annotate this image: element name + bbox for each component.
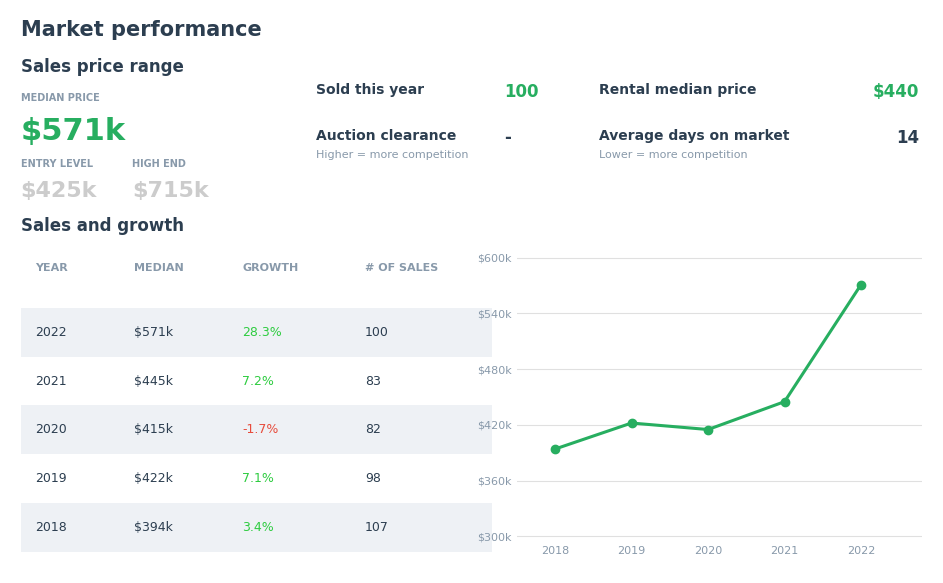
Text: GROWTH: GROWTH [242,263,299,273]
Text: $571k: $571k [21,117,125,146]
Text: 7.1%: 7.1% [242,472,274,485]
Text: MEDIAN: MEDIAN [134,263,184,273]
Text: $445k: $445k [134,374,173,388]
Text: ENTRY LEVEL: ENTRY LEVEL [21,159,92,168]
Text: Market performance: Market performance [21,20,261,40]
Text: $394k: $394k [134,521,173,534]
Text: 107: 107 [365,521,389,534]
Text: # OF SALES: # OF SALES [365,263,438,273]
Text: 82: 82 [365,423,381,436]
FancyBboxPatch shape [21,405,492,454]
Text: $422k: $422k [134,472,173,485]
Text: 2021: 2021 [35,374,67,388]
Text: Average days on market: Average days on market [599,129,789,143]
Text: MEDIAN PRICE: MEDIAN PRICE [21,93,100,103]
Text: 3.4%: 3.4% [242,521,274,534]
Text: $715k: $715k [132,181,208,201]
Text: Sales price range: Sales price range [21,58,184,76]
Text: 7.2%: 7.2% [242,374,274,388]
FancyBboxPatch shape [21,503,492,552]
Text: 2022: 2022 [35,326,67,339]
Text: Sales and growth: Sales and growth [21,217,184,235]
Text: -1.7%: -1.7% [242,423,279,436]
Text: $415k: $415k [134,423,173,436]
Text: $440: $440 [873,83,919,101]
Text: -: - [505,129,511,147]
FancyBboxPatch shape [21,308,492,357]
Text: 14: 14 [896,129,919,147]
Text: $425k: $425k [21,181,97,201]
Text: Auction clearance: Auction clearance [316,129,456,143]
Text: Higher = more competition: Higher = more competition [316,150,469,160]
Text: 2020: 2020 [35,423,67,436]
Text: 98: 98 [365,472,381,485]
Text: Sold this year: Sold this year [316,83,424,97]
Text: 2018: 2018 [35,521,67,534]
Text: HIGH END: HIGH END [132,159,186,168]
Text: 100: 100 [505,83,539,101]
Text: Rental median price: Rental median price [599,83,756,97]
Text: YEAR: YEAR [35,263,68,273]
Text: 28.3%: 28.3% [242,326,282,339]
Text: $571k: $571k [134,326,173,339]
Text: 83: 83 [365,374,381,388]
Text: 100: 100 [365,326,389,339]
Text: Lower = more competition: Lower = more competition [599,150,748,160]
Text: 2019: 2019 [35,472,67,485]
